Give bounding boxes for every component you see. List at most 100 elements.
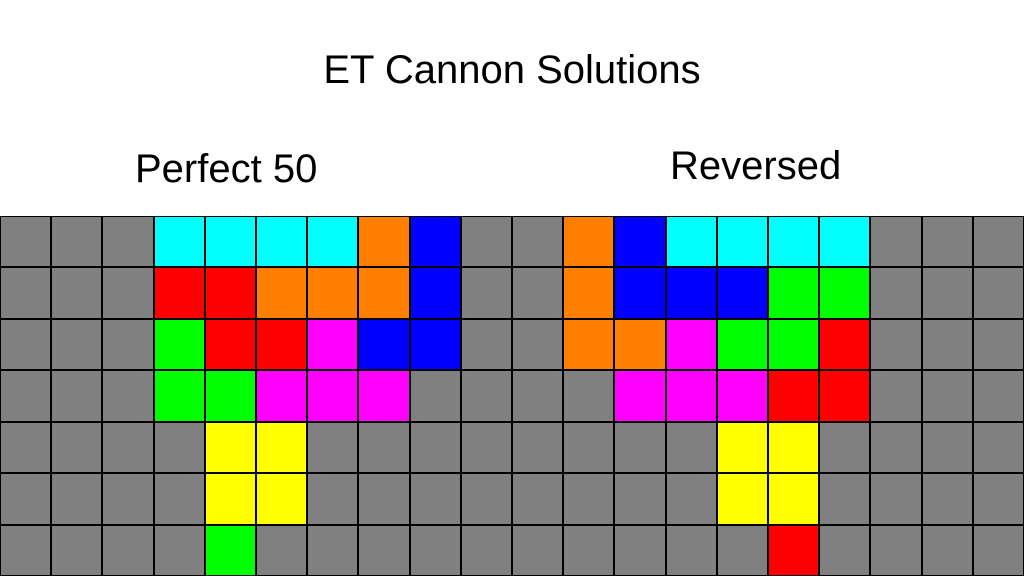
cell-empty <box>614 421 666 474</box>
cell-green <box>153 370 205 422</box>
cell-blue <box>665 267 717 319</box>
cell-empty <box>409 421 461 474</box>
cell-empty <box>102 370 154 422</box>
cell-empty <box>972 318 1024 371</box>
cell-empty <box>972 216 1024 268</box>
cell-empty <box>51 216 103 268</box>
cell-blue <box>358 318 410 371</box>
cell-blue <box>409 216 461 268</box>
cell-empty <box>460 524 512 576</box>
cell-orange <box>614 318 666 371</box>
cell-empty <box>972 421 1024 474</box>
cell-magenta <box>665 318 717 371</box>
cell-orange <box>563 216 615 268</box>
cell-empty <box>153 473 205 525</box>
cell-empty <box>563 421 615 474</box>
cell-empty <box>972 473 1024 525</box>
cell-empty <box>460 473 512 525</box>
cell-empty <box>870 473 922 525</box>
cell-blue <box>409 318 461 371</box>
cell-empty <box>512 473 564 525</box>
cell-empty <box>358 524 410 576</box>
cell-blue <box>614 267 666 319</box>
cell-yellow <box>768 421 820 474</box>
cell-empty <box>460 318 512 371</box>
tetris-board <box>0 216 1024 576</box>
cell-empty <box>921 473 973 525</box>
cell-empty <box>870 318 922 371</box>
cell-empty <box>102 216 154 268</box>
cell-empty <box>256 524 308 576</box>
cell-orange <box>307 267 359 319</box>
cell-empty <box>0 318 52 371</box>
cell-empty <box>921 267 973 319</box>
cell-cyan <box>716 216 768 268</box>
cell-empty <box>460 216 512 268</box>
cell-empty <box>563 524 615 576</box>
cell-empty <box>870 267 922 319</box>
cell-empty <box>870 421 922 474</box>
cell-empty <box>819 473 871 525</box>
cell-empty <box>665 421 717 474</box>
cell-empty <box>921 318 973 371</box>
cell-orange <box>563 318 615 371</box>
cell-empty <box>0 473 52 525</box>
cell-empty <box>307 421 359 474</box>
cell-green <box>768 318 820 371</box>
cell-red <box>256 318 308 371</box>
cell-cyan <box>204 216 256 268</box>
cell-red <box>819 370 871 422</box>
cell-yellow <box>768 473 820 525</box>
cell-yellow <box>716 421 768 474</box>
cell-empty <box>819 524 871 576</box>
label-perfect-50: Perfect 50 <box>135 147 318 191</box>
cell-empty <box>921 216 973 268</box>
cell-red <box>204 318 256 371</box>
cell-green <box>204 524 256 576</box>
cell-magenta <box>307 318 359 371</box>
cell-yellow <box>204 421 256 474</box>
cell-empty <box>512 267 564 319</box>
cell-magenta <box>716 370 768 422</box>
cell-empty <box>512 216 564 268</box>
cell-empty <box>51 267 103 319</box>
cell-empty <box>870 370 922 422</box>
cell-cyan <box>153 216 205 268</box>
cell-red <box>768 370 820 422</box>
cell-empty <box>102 524 154 576</box>
cell-empty <box>0 216 52 268</box>
cell-empty <box>563 473 615 525</box>
cell-yellow <box>256 421 308 474</box>
cell-empty <box>460 370 512 422</box>
cell-green <box>716 318 768 371</box>
cell-blue <box>614 216 666 268</box>
cell-green <box>768 267 820 319</box>
cell-orange <box>256 267 308 319</box>
cell-empty <box>307 524 359 576</box>
cell-orange <box>563 267 615 319</box>
cell-empty <box>563 370 615 422</box>
cell-empty <box>819 421 871 474</box>
cell-empty <box>102 473 154 525</box>
cell-empty <box>512 370 564 422</box>
cell-empty <box>972 370 1024 422</box>
cell-empty <box>665 524 717 576</box>
cell-empty <box>409 370 461 422</box>
cell-empty <box>870 216 922 268</box>
cell-empty <box>51 524 103 576</box>
cell-empty <box>972 524 1024 576</box>
cell-green <box>204 370 256 422</box>
cell-empty <box>0 524 52 576</box>
cell-empty <box>51 421 103 474</box>
cell-empty <box>102 318 154 371</box>
cell-empty <box>460 267 512 319</box>
cell-empty <box>870 524 922 576</box>
cell-empty <box>921 421 973 474</box>
cell-cyan <box>819 216 871 268</box>
cell-empty <box>51 370 103 422</box>
cell-blue <box>409 267 461 319</box>
cell-red <box>768 524 820 576</box>
cell-red <box>153 267 205 319</box>
cell-empty <box>0 370 52 422</box>
cell-orange <box>358 267 410 319</box>
